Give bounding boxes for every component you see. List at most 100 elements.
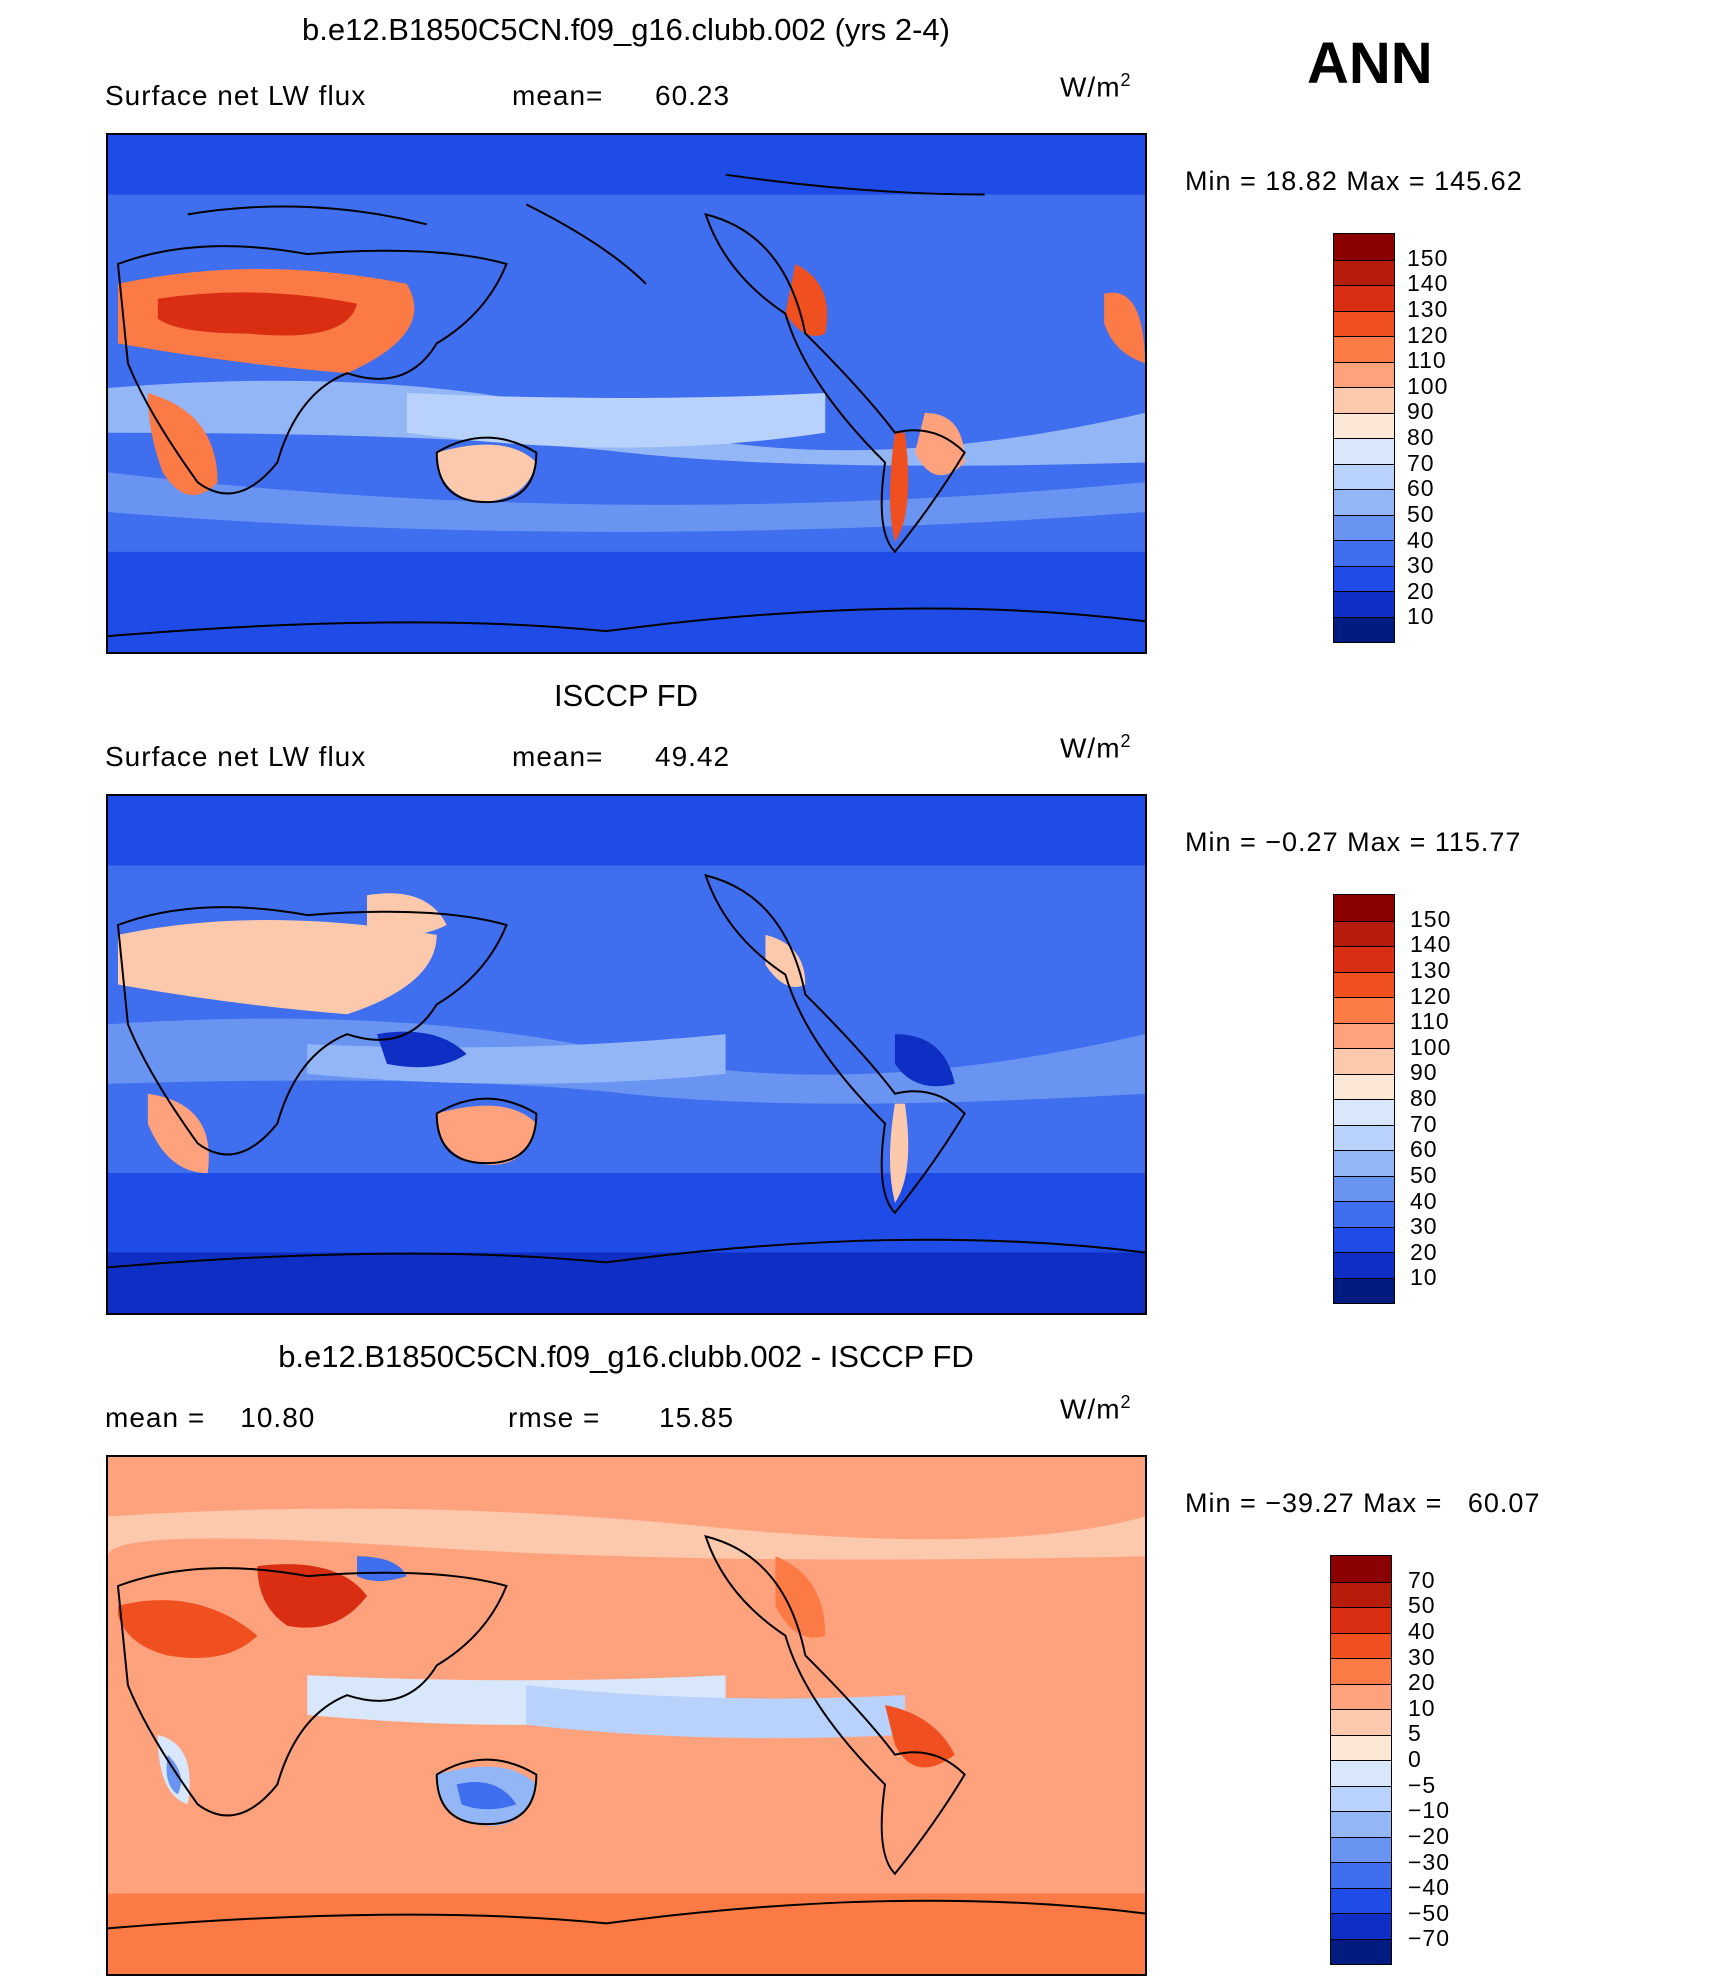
- panel1-title: b.e12.B1850C5CN.f09_g16.clubb.002 (yrs 2…: [302, 12, 950, 47]
- panel1-mean-label: mean=: [512, 80, 604, 111]
- colorbar-swatch: [1334, 234, 1394, 260]
- colorbar-swatch: [1334, 946, 1394, 972]
- panel1-colorbar: [1333, 233, 1395, 643]
- panel3-map-field: [108, 1457, 1145, 1974]
- colorbar-swatch: [1331, 1760, 1391, 1786]
- colorbar-swatch: [1331, 1785, 1391, 1811]
- panel2-units: W/m2: [1060, 731, 1132, 764]
- colorbar-tick-label: 150: [1407, 244, 1449, 271]
- colorbar-tick-label: 120: [1407, 321, 1449, 348]
- colorbar-swatch: [1334, 1201, 1394, 1227]
- colorbar-swatch: [1334, 1277, 1394, 1303]
- colorbar-tick-label: 30: [1410, 1213, 1438, 1240]
- colorbar-tick-label: −5: [1408, 1771, 1437, 1798]
- colorbar-tick-label: 60: [1407, 475, 1435, 502]
- colorbar-swatch: [1334, 1150, 1394, 1176]
- panel3-colorbar: [1330, 1555, 1392, 1965]
- panel2-mean-value: 49.42: [655, 741, 731, 772]
- colorbar-tick-label: 40: [1408, 1617, 1436, 1644]
- colorbar-tick-label: 50: [1407, 500, 1435, 527]
- colorbar-swatch: [1331, 1734, 1391, 1760]
- colorbar-swatch: [1331, 1658, 1391, 1684]
- panel2-variable-label: Surface net LW flux: [105, 741, 367, 772]
- panel2-mean-label: mean=: [512, 741, 604, 772]
- colorbar-tick-label: 110: [1410, 1008, 1450, 1035]
- colorbar-tick-label: 90: [1410, 1059, 1438, 1086]
- colorbar-swatch: [1331, 1811, 1391, 1837]
- colorbar-tick-label: −30: [1408, 1848, 1451, 1875]
- colorbar-swatch: [1334, 412, 1394, 438]
- panel3-rmse-label: rmse =: [508, 1402, 601, 1433]
- colorbar-swatch: [1334, 1226, 1394, 1252]
- colorbar-tick-label: 50: [1408, 1592, 1436, 1619]
- colorbar-swatch: [1331, 1887, 1391, 1913]
- colorbar-swatch: [1334, 920, 1394, 946]
- colorbar-tick-label: 140: [1407, 270, 1449, 297]
- colorbar-tick-label: 130: [1410, 956, 1452, 983]
- colorbar-swatch: [1334, 1252, 1394, 1278]
- colorbar-tick-label: 20: [1408, 1669, 1436, 1696]
- colorbar-tick-label: 70: [1408, 1566, 1436, 1593]
- colorbar-swatch: [1334, 540, 1394, 566]
- colorbar-swatch: [1334, 285, 1394, 311]
- colorbar-swatch: [1334, 514, 1394, 540]
- panel3-minmax: Min = −39.27 Max = 60.07: [1185, 1488, 1541, 1518]
- colorbar-tick-label: 5: [1408, 1720, 1422, 1747]
- colorbar-swatch: [1331, 1607, 1391, 1633]
- colorbar-swatch: [1334, 387, 1394, 413]
- colorbar-tick-label: 80: [1407, 424, 1435, 450]
- colorbar-tick-label: 40: [1410, 1187, 1438, 1214]
- colorbar-tick-label: 120: [1410, 982, 1452, 1009]
- panel2-map-field: [108, 796, 1145, 1313]
- colorbar-swatch: [1334, 259, 1394, 285]
- colorbar-tick-label: 10: [1407, 603, 1435, 630]
- colorbar-swatch: [1334, 1124, 1394, 1150]
- colorbar-tick-label: 70: [1407, 449, 1435, 476]
- colorbar-tick-label: 110: [1407, 347, 1447, 374]
- colorbar-swatch: [1331, 1581, 1391, 1607]
- colorbar-tick-label: 140: [1410, 931, 1452, 958]
- colorbar-tick-label: 90: [1407, 398, 1435, 425]
- colorbar-tick-label: −70: [1408, 1925, 1451, 1952]
- colorbar-swatch: [1334, 971, 1394, 997]
- panel2-title: ISCCP FD: [553, 678, 699, 713]
- panel2-map: [106, 794, 1147, 1315]
- panel1-variable-label: Surface net LW flux: [105, 80, 367, 111]
- colorbar-swatch: [1334, 997, 1394, 1023]
- colorbar-tick-label: 10: [1408, 1694, 1436, 1721]
- colorbar-tick-label: 80: [1410, 1085, 1438, 1111]
- colorbar-swatch: [1334, 895, 1394, 921]
- colorbar-tick-label: 40: [1407, 526, 1435, 553]
- colorbar-swatch: [1334, 463, 1394, 489]
- panel3-units: W/m2: [1060, 1392, 1132, 1425]
- colorbar-tick-label: 100: [1407, 372, 1449, 399]
- colorbar-swatch: [1334, 489, 1394, 515]
- colorbar-tick-label: 60: [1410, 1136, 1438, 1163]
- panel1-map: [106, 133, 1147, 654]
- colorbar-tick-label: 30: [1407, 552, 1435, 579]
- colorbar-swatch: [1334, 438, 1394, 464]
- colorbar-tick-label: 20: [1407, 577, 1435, 604]
- colorbar-swatch: [1334, 1022, 1394, 1048]
- colorbar-swatch: [1331, 1632, 1391, 1658]
- panel3-mean-label: mean = 10.80: [105, 1402, 316, 1433]
- colorbar-tick-label: 10: [1410, 1264, 1438, 1291]
- colorbar-tick-label: 150: [1410, 905, 1452, 932]
- colorbar-swatch: [1331, 1709, 1391, 1735]
- colorbar-swatch: [1334, 310, 1394, 336]
- colorbar-swatch: [1331, 1836, 1391, 1862]
- colorbar-swatch: [1334, 565, 1394, 591]
- colorbar-swatch: [1331, 1862, 1391, 1888]
- panel1-mean-value: 60.23: [655, 80, 731, 111]
- colorbar-tick-label: 70: [1410, 1110, 1438, 1137]
- colorbar-swatch: [1334, 1099, 1394, 1125]
- colorbar-tick-label: −20: [1408, 1822, 1451, 1849]
- colorbar-tick-label: 20: [1410, 1238, 1438, 1265]
- season-label: ANN: [1307, 31, 1433, 96]
- panel3-rmse-value: 15.85: [659, 1402, 735, 1433]
- colorbar-swatch: [1334, 616, 1394, 642]
- panel1-map-field: [108, 135, 1145, 652]
- colorbar-swatch: [1334, 591, 1394, 617]
- colorbar-tick-label: 130: [1407, 295, 1449, 322]
- panel2-colorbar: [1333, 894, 1395, 1304]
